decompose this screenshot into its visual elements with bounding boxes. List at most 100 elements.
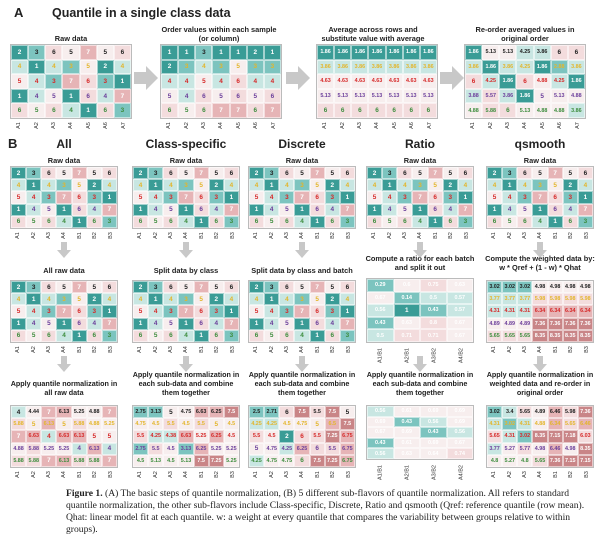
grid-cell: 6.46 [577, 418, 593, 431]
grid-cell: 5 [163, 203, 179, 216]
grid-cell: 4.88 [533, 74, 551, 89]
grid-cell: 5.5 [309, 406, 325, 419]
grid-cell: 4 [208, 203, 224, 216]
grid-cell: 0.56 [367, 406, 394, 417]
grid-cell: 6 [385, 103, 403, 118]
grid-cell: 6 [517, 215, 533, 228]
grid-cell: 6 [334, 103, 352, 118]
grid-cell: 4 [195, 59, 213, 75]
result-grid: 0.56 0.61 0.69 0.69 0.69 0.43 0.56 0.69 0.67 0.69… [366, 405, 474, 460]
grid-cell: 3.13 [148, 406, 164, 419]
grid-cell: 3.86 [465, 59, 483, 75]
grid-cell: 5 [212, 88, 230, 104]
grid-cell: 7 [223, 203, 239, 216]
grid-cell: 2 [249, 167, 265, 180]
grid-cell: 1 [11, 88, 29, 104]
grid-cell: 0.64 [420, 448, 447, 459]
grid-cell: 4 [41, 293, 57, 306]
grid-cell: 3 [279, 191, 295, 204]
flavor-title-all: All [56, 137, 72, 151]
row2-label: Split data by class and batch [251, 266, 353, 275]
grid-cell: 3.77 [502, 293, 518, 306]
grid-cell: 1 [367, 203, 383, 216]
grid-cell: 1 [11, 203, 27, 216]
grid-cell: 6 [11, 103, 29, 118]
grid-cell: 0.63 [393, 316, 420, 330]
grid-cell: 0.67 [367, 291, 394, 305]
grid-cell: 2 [161, 59, 179, 75]
grid-cell: 4 [45, 59, 63, 75]
grid-cell: 3 [113, 103, 131, 118]
grid-cell: 5 [264, 215, 280, 228]
grid-cell: 3.77 [487, 293, 503, 306]
grid-cell: 6 [516, 74, 534, 89]
grid-cell: 8.35 [547, 329, 563, 342]
grid-cell: 1 [294, 203, 310, 216]
grid-cell: 4 [397, 179, 413, 192]
grid-cell: 4 [26, 203, 42, 216]
grid-cell: 4.25 [249, 418, 265, 431]
grid-cell: 3.86 [385, 59, 403, 75]
grid-cell: 0.69 [367, 416, 394, 428]
grid-cell: 2 [249, 281, 265, 294]
grid-cell: 5 [133, 305, 149, 318]
grid-cell: 6.34 [577, 305, 593, 318]
grid-cell: 6 [163, 167, 179, 180]
grid-cell: 4 [71, 442, 87, 455]
grid-cell: 3 [457, 215, 473, 228]
grid-cell: 6 [517, 167, 533, 180]
grid-cell: 2 [86, 293, 102, 306]
grid-cell: 4.88 [533, 103, 551, 118]
grid-cell: 4.25 [550, 74, 568, 89]
grid-cell: 1 [178, 317, 194, 330]
grid-cell: 5.88 [482, 103, 500, 118]
grid-cell: 3 [382, 167, 398, 180]
grid-cell: 4.5 [163, 454, 179, 467]
grid-cell: 4 [163, 179, 179, 192]
grid-cell: 6 [193, 317, 209, 330]
grid-cell: 7.36 [547, 454, 563, 467]
grid-cell: 6 [419, 103, 437, 118]
grid-cell: 6 [195, 103, 213, 118]
grid-cell: 5 [71, 293, 87, 306]
grid-cell: 5.98 [577, 293, 593, 306]
grid-cell: 4.5 [223, 418, 239, 431]
grid-cell: 6 [324, 329, 340, 342]
flavor-title-discrete: Discrete [278, 137, 326, 151]
grid-cell: 7 [577, 203, 593, 216]
grid-cell: 1 [178, 45, 196, 60]
grid-cell: 4 [56, 215, 72, 228]
grid-cell: 6 [86, 329, 102, 342]
grid-cell: 5.65 [562, 418, 578, 431]
grid-cell: 5 [324, 167, 340, 180]
grid-cell: 7 [212, 103, 230, 118]
grid-cell: 4 [263, 74, 281, 89]
grid-cell: 5 [101, 430, 117, 443]
grid-cell: 1.86 [465, 45, 483, 60]
grid-cell: 7 [101, 317, 117, 330]
grid-cell: 5.65 [517, 329, 533, 342]
grid-cell: 4 [412, 215, 428, 228]
grid-cell: 4.5 [133, 454, 149, 467]
grid-cell: 6 [442, 215, 458, 228]
grid-cell: 3.86 [499, 59, 517, 75]
grid-cell: 1.86 [334, 45, 352, 60]
grid-cell: 3.86 [533, 45, 551, 60]
grid-cell: 4.8 [487, 454, 503, 467]
grid-cell: 5.13 [516, 103, 534, 118]
grid-cell: 1 [26, 293, 42, 306]
grid-cell: 5.13 [419, 88, 437, 104]
grid-cell: 4 [148, 305, 164, 318]
grid-cell: 7 [309, 281, 325, 294]
grid-cell: 0.67 [446, 437, 473, 449]
grid-cell: 4 [264, 317, 280, 330]
grid-cell: 5 [442, 167, 458, 180]
grid-cell: 4 [11, 293, 27, 306]
grid-cell: 5.88 [11, 418, 27, 431]
grid-cell: 0.71 [393, 329, 420, 342]
grid-cell: 5 [178, 281, 194, 294]
grid-cell: 5 [208, 418, 224, 431]
grid-cell: 2.88 [550, 59, 568, 75]
